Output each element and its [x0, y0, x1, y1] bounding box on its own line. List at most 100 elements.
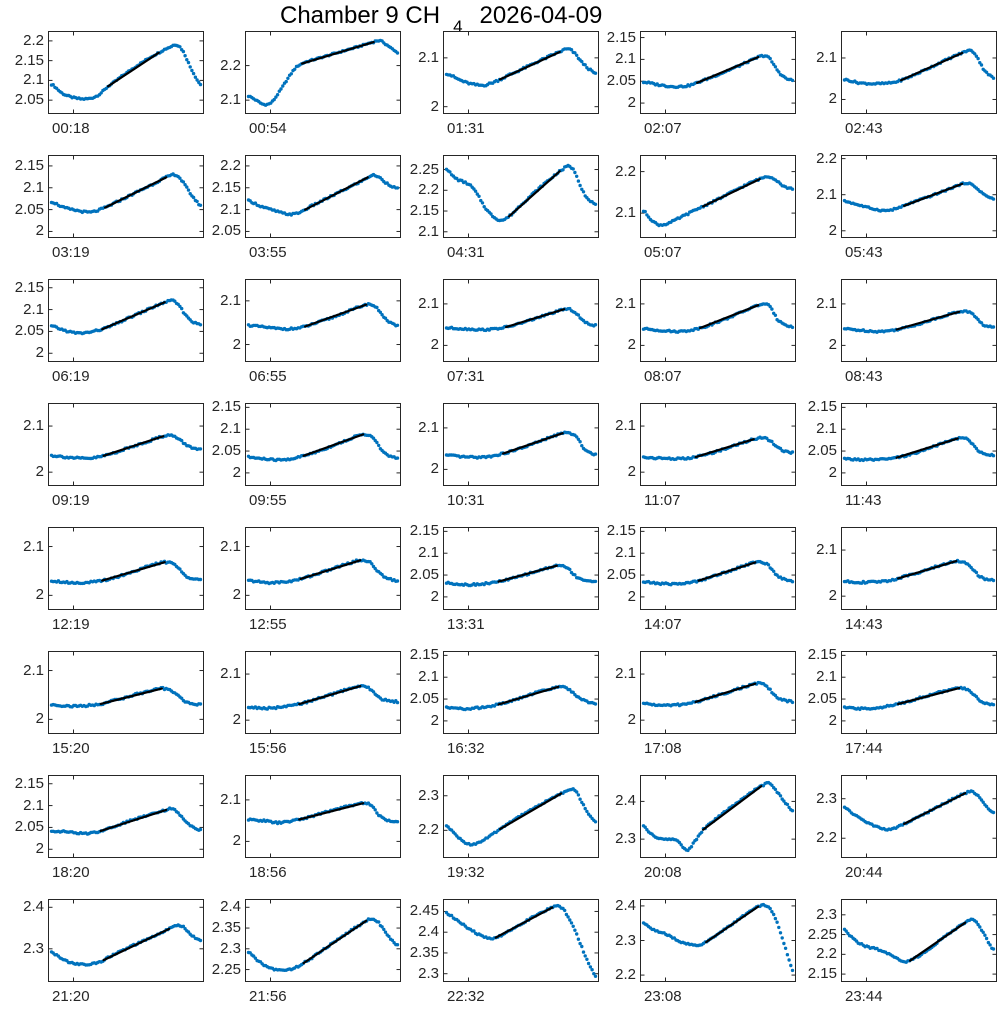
- y-tick-label: 2.1: [816, 668, 837, 686]
- y-tick-label: 2.05: [409, 566, 439, 584]
- y-tick-label: 2.25: [807, 925, 837, 943]
- y-tick-label: 2.3: [418, 964, 439, 982]
- mini-chart: [443, 403, 599, 486]
- y-tick-label: 2.2: [615, 966, 636, 984]
- y-tick-label: 2.3: [615, 830, 636, 848]
- subplot-cell: 2.1 2.15 2.2 2.25 04:31: [391, 143, 599, 269]
- subplot-cell: 2.3 2.4 21:20: [0, 887, 204, 1009]
- subplot-cell: 2 2.1 08:07: [588, 267, 796, 393]
- plot-area: [193, 19, 401, 145]
- y-tick-label: 2.1: [220, 790, 241, 808]
- y-tick-label: 2.1: [23, 537, 44, 555]
- y-tick-label: 2.15: [409, 646, 439, 664]
- y-tick-label: 2: [430, 460, 439, 478]
- y-tick-label: 2: [232, 463, 241, 481]
- fit-line: [101, 561, 166, 582]
- fit-line: [698, 304, 760, 330]
- y-tick-label: 2.1: [615, 544, 636, 562]
- y-tick-label: 2: [35, 222, 44, 240]
- y-tick-label: 2.1: [615, 665, 636, 683]
- plot-area: [588, 639, 796, 765]
- y-tick-label: 2.15: [14, 51, 44, 69]
- fit-line: [695, 56, 760, 84]
- y-tick-label: 2.15: [807, 646, 837, 664]
- fit-line: [701, 178, 761, 208]
- plot-area: [391, 391, 599, 517]
- y-tick-label: 2.05: [14, 200, 44, 218]
- y-tick-label: 2: [35, 344, 44, 362]
- mini-chart: [245, 31, 401, 114]
- plot-area: [391, 19, 599, 145]
- fit-line: [902, 792, 967, 826]
- fit-line: [497, 564, 558, 583]
- mini-chart: [245, 279, 401, 362]
- plot-area: [0, 267, 204, 393]
- fit-line: [504, 308, 566, 329]
- subplot-cell: 2.2 2.3 19:32: [391, 763, 599, 889]
- y-tick-label: 2: [430, 336, 439, 354]
- subplot-cell: 2 2.1 10:31: [391, 391, 599, 517]
- subplot-cell: 2 2.1 15:56: [193, 639, 401, 765]
- y-tick-label: 2.15: [14, 774, 44, 792]
- y-tick-label: 2: [232, 832, 241, 850]
- mini-chart: [443, 775, 599, 858]
- y-tick-label: 2: [35, 710, 44, 728]
- y-tick-label: 2.15: [211, 178, 241, 196]
- subplot-time-label: 14:43: [845, 616, 883, 633]
- mini-chart: [640, 31, 796, 114]
- subplot-cell: 2 2.1 12:55: [193, 515, 401, 641]
- y-tick-label: 2.1: [816, 541, 837, 559]
- y-tick-label: 2.15: [606, 522, 636, 540]
- plot-area: [789, 267, 997, 393]
- y-tick-label: 2.05: [14, 818, 44, 836]
- mini-chart: [48, 651, 204, 734]
- mini-chart: [841, 279, 997, 362]
- fit-line: [103, 176, 168, 209]
- y-tick-label: 2: [627, 336, 636, 354]
- fit-line: [494, 906, 554, 939]
- plot-area: [588, 887, 796, 1009]
- subplot-time-label: 12:19: [52, 616, 90, 633]
- subplot-time-label: 04:31: [447, 244, 485, 261]
- fit-line: [106, 51, 160, 88]
- fit-line: [102, 927, 171, 962]
- y-tick-label: 2.3: [615, 931, 636, 949]
- mini-chart: [841, 403, 997, 486]
- y-tick-label: 2: [828, 336, 837, 354]
- y-tick-label: 2.1: [418, 418, 439, 436]
- y-tick-label: 2.4: [23, 898, 44, 916]
- subplot-cell: 2.2 2.3 20:44: [789, 763, 997, 889]
- y-tick-label: 2.15: [606, 28, 636, 46]
- mini-chart: [443, 899, 599, 982]
- y-tick-label: 2.1: [418, 294, 439, 312]
- mini-chart: [841, 651, 997, 734]
- y-tick-label: 2.1: [220, 420, 241, 438]
- plot-area: [588, 515, 796, 641]
- y-tick-label: 2.1: [220, 200, 241, 218]
- fit-line: [896, 559, 958, 580]
- y-tick-label: 2.1: [23, 417, 44, 435]
- y-tick-label: 2.1: [418, 222, 439, 240]
- fit-line: [302, 433, 365, 457]
- y-tick-label: 2.1: [220, 665, 241, 683]
- y-tick-label: 2: [232, 335, 241, 353]
- plot-area: [193, 391, 401, 517]
- y-tick-label: 2: [828, 221, 837, 239]
- mini-chart: [48, 403, 204, 486]
- subplot-cell: 2.05 2.1 2.15 2.2 00:18: [0, 19, 204, 145]
- title-subscript: 4: [453, 17, 463, 36]
- subplot-cell: 2 2.05 2.1 2.15 18:20: [0, 763, 204, 889]
- fit-line: [507, 170, 561, 218]
- y-tick-label: 2.2: [220, 56, 241, 74]
- subplot-time-label: 23:44: [845, 988, 883, 1005]
- y-tick-label: 2: [35, 463, 44, 481]
- y-tick-label: 2: [430, 587, 439, 605]
- fit-line: [497, 685, 560, 706]
- y-tick-label: 2.2: [615, 162, 636, 180]
- subplot-cell: 2 2.1 01:31: [391, 19, 599, 145]
- y-tick-label: 2.15: [211, 398, 241, 416]
- fit-line: [102, 435, 165, 457]
- fit-line: [697, 561, 757, 582]
- fit-line: [694, 682, 757, 704]
- mini-chart: [245, 899, 401, 982]
